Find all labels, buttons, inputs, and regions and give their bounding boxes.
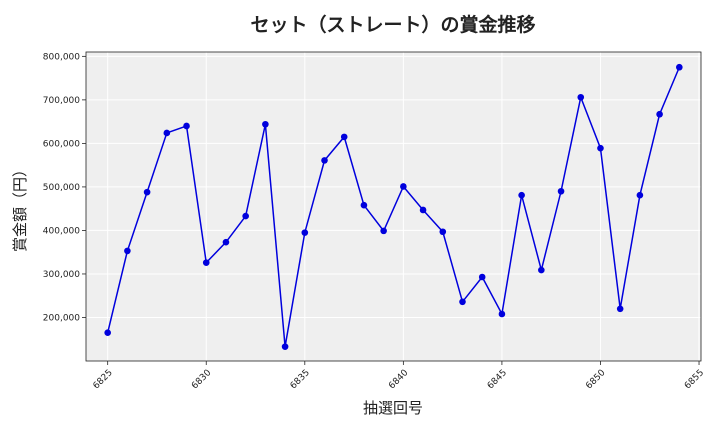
y-tick-label: 200,000 (43, 313, 80, 323)
x-tick-label: 6840 (387, 368, 410, 391)
data-point (360, 201, 368, 209)
x-tick-label: 6825 (92, 368, 115, 391)
data-point (301, 229, 309, 236)
data-point (597, 144, 604, 152)
x-axis: 6825 6830 6835 6840 6845 6850 6855 (92, 361, 706, 391)
data-point (636, 191, 644, 199)
data-point (478, 273, 486, 281)
data-point (183, 122, 190, 130)
x-axis-label: 抽選回号 (363, 399, 423, 417)
data-point (222, 238, 230, 246)
x-tick-label: 6830 (190, 368, 213, 391)
data-point (281, 343, 289, 350)
chart-title: セット（ストレート）の賞金推移 (250, 13, 535, 36)
data-point (242, 212, 249, 220)
x-tick-label: 6835 (289, 368, 312, 391)
data-point (538, 266, 545, 274)
data-point (676, 63, 683, 71)
data-point (340, 133, 348, 141)
data-point (616, 305, 624, 313)
y-tick-label: 700,000 (43, 96, 80, 106)
data-point (202, 259, 210, 266)
series-line (106, 66, 681, 347)
x-tick-label: 6850 (584, 368, 607, 391)
data-point (498, 310, 506, 318)
data-point (143, 188, 151, 196)
data-point (321, 157, 328, 164)
y-tick-label: 800,000 (43, 52, 80, 62)
data-point (104, 329, 111, 337)
data-point (577, 93, 585, 101)
data-point (439, 228, 447, 236)
y-axis-label: 賞金額（円） (11, 162, 29, 252)
data-point (557, 187, 565, 195)
y-axis: 200,000 300,000 400,000 500,000 600,000 700,0… (43, 52, 86, 323)
data-point (380, 227, 387, 235)
data-point (656, 110, 663, 118)
data-point (262, 120, 269, 128)
x-tick-label: 6855 (683, 368, 706, 391)
data-point (163, 129, 171, 137)
data-point (459, 298, 466, 306)
plot-area (86, 52, 701, 361)
data-points (104, 63, 683, 350)
data-point (518, 191, 525, 199)
y-tick-label: 400,000 (43, 226, 80, 236)
data-point (400, 183, 407, 190)
plot-frame (85, 51, 702, 362)
data-point (419, 206, 427, 214)
y-tick-label: 600,000 (43, 139, 80, 149)
x-tick-label: 6845 (486, 368, 509, 391)
data-point (124, 247, 131, 255)
y-tick-label: 300,000 (43, 270, 80, 280)
y-tick-label: 500,000 (43, 183, 80, 193)
